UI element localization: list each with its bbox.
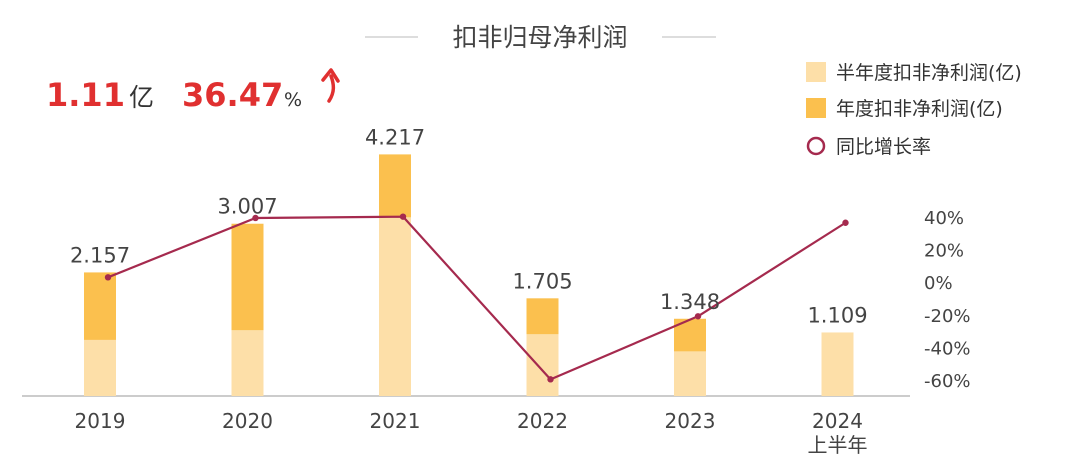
summary-value: 1.11 [46,76,125,114]
rate-line-group [104,213,849,383]
x-tick-label-2021: 2021 [370,409,421,433]
legend-label-annual: 年度扣非净利润(亿) [836,98,1003,120]
rate-tick-3: -20% [924,306,971,327]
rate-point-2019 [104,274,112,281]
summary-rate: 36.47 [182,76,283,114]
rate-line [107,215,847,381]
summary-value-unit: 亿 [129,83,154,112]
rate-tick-5: -60% [924,371,971,392]
bars [84,154,854,396]
x-tick-label-2019: 2019 [75,409,126,433]
data-label-2022: 1.705 [512,269,572,293]
rate-tick-4: -40% [924,338,971,359]
legend-swatch-half-year [806,62,826,82]
chart-title: 扣非归母净利润 [452,23,627,52]
rate-axis-tick-labels: 40% 20% 0% -20% -40% -60% [924,208,971,392]
data-labels: 2.157 3.007 4.217 1.705 1.348 1.109 [70,125,868,327]
bar-half-year-2020 [231,330,264,396]
bar-half-year-2022 [526,334,559,396]
trend-up-arrow-icon [321,68,340,103]
x-tick-label-2020: 2020 [222,409,273,433]
legend-label-half-year: 半年度扣非净利润(亿) [836,62,1022,84]
bar-half-year-2023 [674,351,706,396]
rate-tick-0: 40% [924,208,964,229]
rate-point-2021 [399,213,407,220]
data-label-2024: 1.109 [807,303,867,327]
rate-point-2022 [547,376,554,383]
x-tick-label-2024: 2024 [812,409,863,433]
bar-half-year-2024 [821,332,854,396]
rate-point-2020 [252,214,259,222]
legend: 半年度扣非净利润(亿) 年度扣非净利润(亿) 同比增长率 [806,62,1022,158]
rate-point-2023 [694,313,702,320]
legend-marker-rate [806,136,826,156]
rate-point-2024 [842,219,849,226]
bar-half-year-2019 [84,339,116,396]
data-label-2020: 3.007 [217,195,277,219]
legend-label-rate: 同比增长率 [836,136,931,158]
summary-rate-unit: % [284,89,302,111]
x-tick-label-2024-sub: 上半年 [808,433,868,457]
data-label-2019: 2.157 [70,243,130,267]
rate-tick-1: 20% [924,241,964,262]
x-tick-label-2022: 2022 [517,409,568,433]
data-label-2021: 4.217 [365,125,425,149]
bar-half-year-2021 [379,217,411,396]
x-tick-label-2023: 2023 [665,409,716,433]
data-label-2023: 1.348 [660,290,720,314]
rate-tick-2: 0% [924,273,953,294]
legend-swatch-annual [806,98,826,118]
